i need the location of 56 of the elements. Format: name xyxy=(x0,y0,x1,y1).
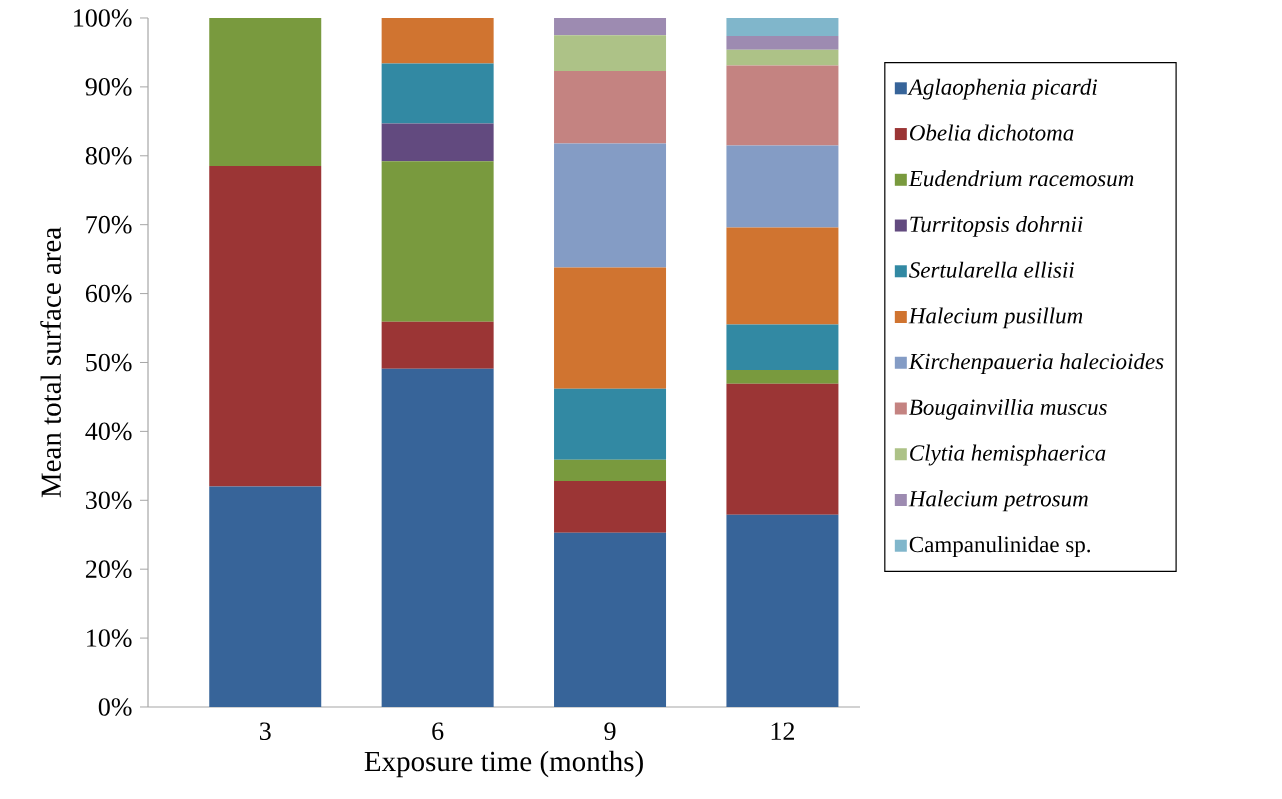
y-tick-label: 20% xyxy=(85,560,132,578)
y-tick-label: 50% xyxy=(86,353,132,372)
y-axis-title: Mean total surface area xyxy=(40,227,61,498)
bar xyxy=(726,145,839,228)
bar xyxy=(554,388,667,460)
bar xyxy=(381,368,494,707)
bar xyxy=(209,166,322,487)
bar xyxy=(209,17,322,167)
bar xyxy=(381,161,494,322)
legend-label: Aglaophenia picardi xyxy=(907,78,1097,100)
bar xyxy=(381,123,494,162)
bar xyxy=(726,514,839,707)
bar xyxy=(726,35,839,50)
bar xyxy=(381,17,494,64)
bar xyxy=(554,71,667,144)
legend-label: Sertularella ellisii xyxy=(909,261,1074,278)
legend-label: Eudendrium racemosum xyxy=(908,170,1134,187)
y-tick-label: 10% xyxy=(87,629,132,647)
x-tick-label: 9 xyxy=(604,722,616,740)
legend-label: Halecium pusillum xyxy=(908,307,1083,329)
y-tick-label: 30% xyxy=(86,491,132,510)
y-tick-label: 90% xyxy=(85,78,132,96)
bar xyxy=(381,63,494,124)
bar xyxy=(726,17,839,36)
bar xyxy=(554,17,667,36)
bar xyxy=(554,267,667,389)
legend-label: Campanulinidae sp. xyxy=(909,536,1091,557)
bar xyxy=(726,383,839,515)
x-tick-label: 6 xyxy=(432,722,444,740)
legend-label: Bougainvillia muscus xyxy=(909,398,1107,420)
y-tick-label: 100% xyxy=(74,9,132,27)
legend-label: Obelia dichotoma xyxy=(909,124,1074,141)
y-tick-label: 70% xyxy=(86,215,132,234)
bar xyxy=(554,532,667,707)
bar xyxy=(554,459,667,481)
bar xyxy=(209,486,322,707)
y-tick-label: 40% xyxy=(85,422,132,441)
legend-label: Clytia hemisphaerica xyxy=(910,444,1106,466)
bar xyxy=(381,321,494,369)
y-tick-label: 0% xyxy=(98,698,132,716)
bar xyxy=(554,480,667,533)
bar xyxy=(554,35,667,72)
bar xyxy=(726,65,839,146)
legend-label: Turritopsis dohrnii xyxy=(910,215,1083,237)
y-tick-label: 80% xyxy=(85,146,132,165)
bar xyxy=(726,370,839,384)
bar xyxy=(726,324,839,371)
x-tick-label: 12 xyxy=(771,722,794,740)
x-axis-title: Exposure time (months) xyxy=(364,750,643,778)
bar xyxy=(726,49,839,66)
y-tick-label: 60% xyxy=(85,284,132,303)
legend-label: Halecium petrosum xyxy=(908,490,1088,512)
x-tick-label: 3 xyxy=(259,722,271,740)
bar xyxy=(726,227,839,325)
bar xyxy=(554,143,667,268)
legend-label: Kirchenpaueria halecioides xyxy=(908,353,1164,374)
